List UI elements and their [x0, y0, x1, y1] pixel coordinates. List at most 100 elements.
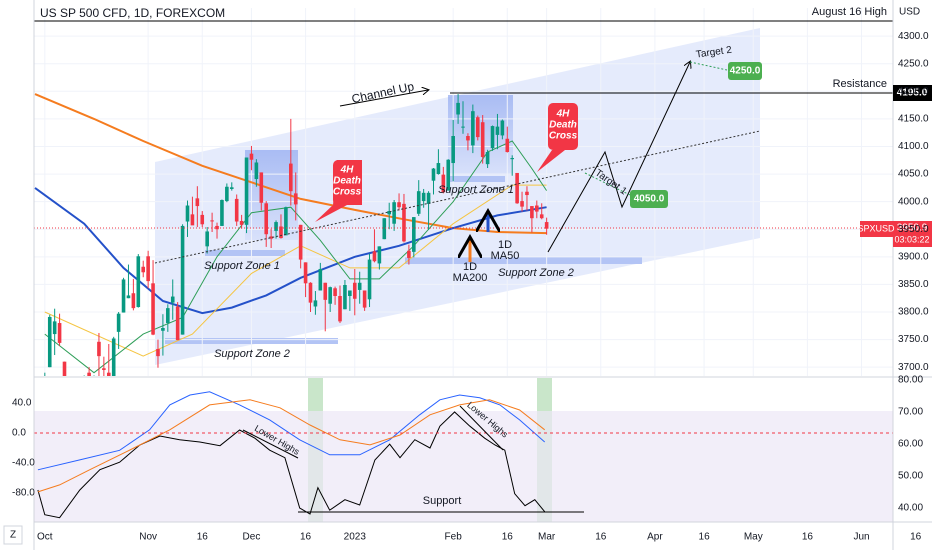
candle-body [308, 282, 313, 303]
forecast-path [547, 62, 690, 253]
candle-body [126, 295, 131, 299]
candle-body [210, 220, 214, 222]
candle-body [57, 323, 62, 343]
target-box [630, 190, 668, 208]
candle-body [269, 236, 273, 239]
candle-body [102, 368, 106, 370]
callout-text: 4H [556, 109, 571, 120]
candle-body [348, 290, 352, 296]
candle-body [338, 296, 342, 322]
candle-body [402, 203, 406, 242]
countdown: 03:03:22 [894, 234, 929, 244]
candle-body [170, 296, 175, 303]
candle-body [466, 136, 470, 141]
candle-body [367, 259, 372, 300]
candle-body [244, 157, 249, 225]
candle-body [436, 163, 441, 175]
candle-body [446, 159, 451, 191]
candle-body [525, 191, 529, 196]
candle-body [225, 186, 229, 202]
candle-body [146, 256, 150, 282]
candle-body [392, 202, 396, 224]
candle-body [293, 193, 298, 205]
y-tick-label: 3950.0 [898, 224, 929, 235]
candle-body [387, 211, 392, 215]
candle-body [490, 126, 495, 149]
candle-body [254, 162, 259, 180]
x-tick-label: Jun [853, 532, 869, 543]
x-tick-label: 16 [197, 532, 209, 543]
y-tick-label: 4250.0 [898, 58, 929, 69]
support-zone [448, 176, 505, 182]
candle-body [249, 153, 254, 160]
y2-tick-label: 70.00 [898, 407, 923, 418]
callout-text: Death [549, 120, 577, 131]
candle-body [303, 262, 308, 284]
callout-text: Cross [549, 131, 578, 142]
y-tick-label: 4100.0 [898, 141, 929, 152]
line-series [37, 411, 546, 519]
y-tick-label: -80.0 [12, 488, 35, 499]
y2-tick-label: 60.00 [898, 439, 923, 450]
candle-body [426, 192, 431, 204]
candle-body [441, 174, 446, 193]
x-tick-label: 16 [502, 532, 514, 543]
line-series [34, 187, 547, 315]
support-zone [405, 257, 642, 264]
x-tick-label: Nov [139, 532, 157, 543]
candle-body [421, 192, 426, 202]
y-tick-label: 4300.0 [898, 31, 929, 42]
last-price: 3950.9 [897, 223, 928, 234]
candle-body [106, 372, 111, 376]
candle-body [343, 284, 347, 310]
y-tick-label: 4200.0 [898, 86, 929, 97]
candle-body [397, 202, 401, 208]
candle-body [121, 279, 126, 313]
candle-body [111, 338, 116, 376]
candle-body [205, 231, 209, 247]
y-tick-label: -40.0 [12, 458, 35, 469]
candle-body [377, 246, 382, 264]
y-tick-label: 0.0 [12, 428, 26, 439]
candle-body [175, 306, 180, 341]
x-tick-label: 16 [300, 532, 312, 543]
candle-body [264, 203, 269, 235]
annotation: Target 2 [695, 45, 733, 61]
arrow [339, 90, 428, 107]
support-zone [205, 250, 285, 256]
candle-body [136, 256, 141, 308]
symbol-tag [860, 221, 893, 237]
candle-body [298, 224, 303, 260]
z-label: Z [10, 530, 16, 541]
candle-body [539, 214, 544, 219]
candle-body [151, 283, 155, 335]
candle-body [461, 126, 465, 128]
candle-body [62, 361, 67, 376]
candle-body [200, 214, 205, 225]
x-tick-label: 16 [802, 532, 814, 543]
candle-body [161, 328, 165, 331]
y2-tick-label: 80.00 [898, 375, 923, 386]
target-label: 4050.0 [634, 194, 665, 205]
candle-body [407, 250, 411, 258]
candle-body [180, 225, 185, 335]
annotation: Support [423, 495, 462, 507]
z-button[interactable] [3, 525, 23, 545]
candle-body [195, 198, 200, 207]
y-tick-label: 3700.0 [898, 362, 929, 373]
price-tag [893, 85, 932, 101]
candle-body [229, 187, 234, 189]
candle-body [500, 120, 505, 136]
line-series [44, 184, 547, 357]
annotation: Support Zone 2 [214, 348, 290, 360]
candle-body [530, 206, 534, 219]
x-tick-label: Apr [647, 532, 663, 543]
candle-body [323, 282, 328, 300]
candle-body [116, 313, 121, 332]
annotation: Resistance [833, 78, 887, 90]
x-tick-label: 16 [910, 532, 922, 543]
y2-tick-label: 50.00 [898, 471, 923, 482]
candle-body [480, 122, 485, 157]
candle-body [475, 117, 480, 138]
candle-body [97, 341, 101, 357]
